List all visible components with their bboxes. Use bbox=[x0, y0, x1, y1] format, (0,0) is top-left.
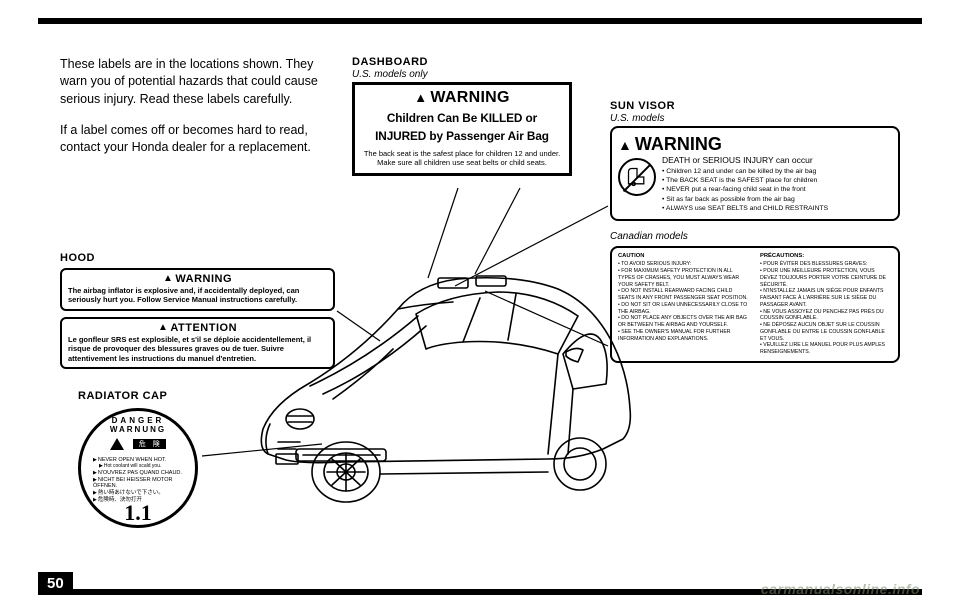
radiator-label: RADIATOR CAP bbox=[78, 390, 228, 402]
watermark: carmanualsonline.info bbox=[761, 581, 920, 597]
visor-us-title: WARNING bbox=[618, 134, 892, 155]
can-right-col: PRÉCAUTIONS: POUR ÉVITER DES BLESSURES G… bbox=[760, 253, 892, 356]
radiator-warnung: WARNUNG bbox=[89, 426, 187, 435]
radiator-cap-label: DANGER WARNUNG 危 険 NEVER OPEN WHEN HOT. … bbox=[78, 408, 198, 528]
dashboard-sub: U.S. models only bbox=[352, 69, 572, 80]
page-number: 50 bbox=[38, 572, 73, 595]
intro-p2: If a label comes off or becomes hard to … bbox=[60, 122, 340, 157]
dashboard-label: DASHBOARD bbox=[352, 56, 572, 68]
visor-can-box: CAUTION TO AVOID SERIOUS INJURY: FOR MAX… bbox=[610, 246, 900, 363]
visor-us-sub2: DEATH or SERIOUS INJURY can occur bbox=[662, 155, 828, 165]
page-content: These labels are in the locations shown.… bbox=[60, 56, 900, 571]
visor-label: SUN VISOR bbox=[610, 100, 900, 112]
intro-text: These labels are in the locations shown.… bbox=[60, 56, 340, 170]
radiator-cjk: 危 険 bbox=[133, 439, 166, 449]
radiator-lines: NEVER OPEN WHEN HOT. Hot coolant will sc… bbox=[89, 457, 187, 505]
car-illustration bbox=[248, 254, 640, 522]
intro-p1: These labels are in the locations shown.… bbox=[60, 56, 340, 108]
dashboard-body: The back seat is the safest place for ch… bbox=[361, 149, 563, 169]
radiator-number: 1.1 bbox=[89, 502, 187, 524]
no-child-seat-icon bbox=[618, 158, 656, 196]
dashboard-warning: WARNING Children Can Be KILLED or INJURE… bbox=[352, 82, 572, 176]
sun-visor-section: SUN VISOR U.S. models WARNING DEATH or S… bbox=[610, 100, 900, 363]
visor-us-list: Children 12 and under can be killed by t… bbox=[662, 167, 828, 213]
visor-can-sub: Canadian models bbox=[610, 231, 900, 242]
visor-us-sub: U.S. models bbox=[610, 113, 900, 124]
dashboard-section: DASHBOARD U.S. models only WARNING Child… bbox=[352, 56, 572, 176]
dashboard-main: Children Can Be KILLED or INJURED by Pas… bbox=[361, 109, 563, 146]
radiator-section: RADIATOR CAP DANGER WARNUNG 危 険 NEVER OP… bbox=[78, 390, 228, 528]
warning-triangle-icon bbox=[110, 438, 124, 450]
dashboard-title: WARNING bbox=[361, 89, 563, 107]
visor-us-box: WARNING DEATH or SERIOUS INJURY can occu… bbox=[610, 126, 900, 221]
